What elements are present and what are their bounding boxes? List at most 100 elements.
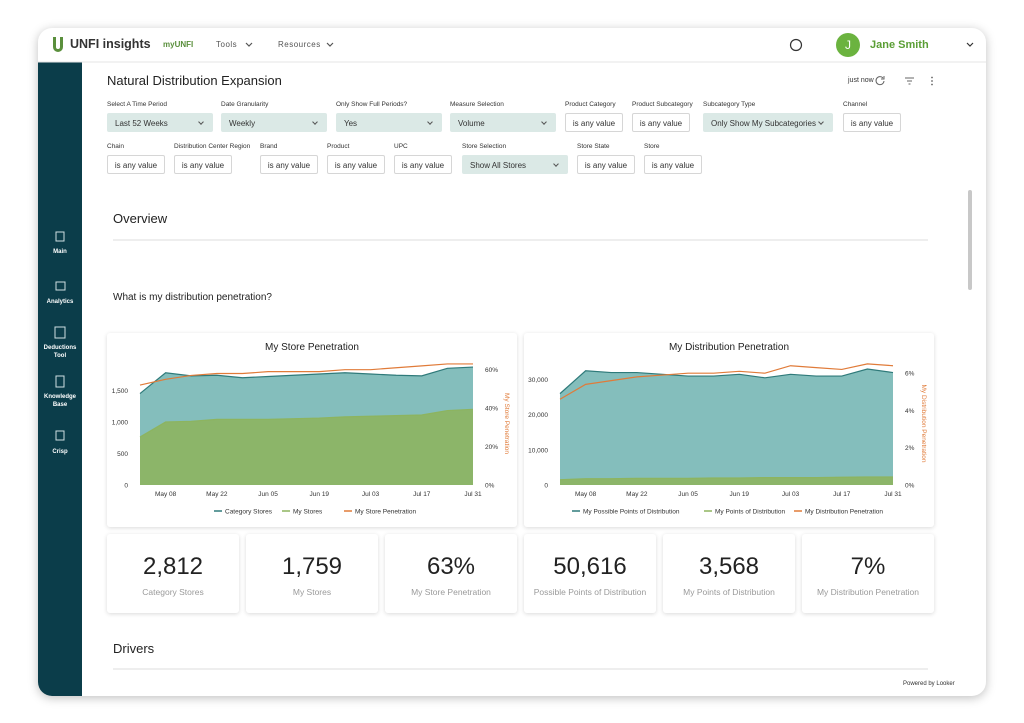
y-tick-label: 500 [117, 451, 128, 458]
refresh-icon[interactable] [875, 76, 885, 86]
legend-label: My Store Penetration [355, 509, 416, 516]
filter-label: Product Category [565, 101, 616, 108]
legend-label: My Possible Points of Distribution [583, 509, 680, 516]
y-tick-label: 0 [124, 483, 128, 490]
y2-axis-label: My Store Penetration [503, 393, 510, 454]
filter-control[interactable]: Only Show My Subcategories [703, 113, 833, 132]
kpi-value: 7% [850, 553, 886, 580]
help-icon[interactable] [789, 38, 803, 52]
x-tick-label: Jun 05 [678, 491, 698, 498]
scrollbar[interactable] [968, 190, 972, 290]
area [560, 369, 893, 485]
y2-tick-label: 60% [485, 367, 498, 374]
x-tick-label: May 22 [626, 491, 648, 498]
filter-label: Store State [577, 143, 610, 150]
kpi-label: My Points of Distribution [683, 587, 775, 597]
kpi-label: My Distribution Penetration [816, 587, 920, 597]
filter-control[interactable]: is any value [577, 155, 635, 174]
kpi-value: 1,759 [281, 553, 343, 580]
sidebar-item[interactable]: Analytics [46, 299, 74, 305]
area [560, 476, 893, 485]
filter-label: Date Granularity [221, 101, 269, 108]
filter-control[interactable]: is any value [565, 113, 623, 132]
filter-control[interactable]: Yes [336, 113, 442, 132]
x-tick-label: May 08 [155, 491, 177, 498]
line [139, 366, 474, 395]
kpi-label: My Stores [292, 587, 332, 597]
y2-tick-label: 4% [905, 408, 915, 415]
sidebar-item[interactable]: Main [53, 249, 67, 255]
y2-tick-label: 20% [485, 444, 498, 451]
filter-control[interactable]: Last 52 Weeks [107, 113, 213, 132]
dashboard-title: Natural Distribution Expansion [107, 73, 282, 88]
kpi-card [107, 534, 239, 613]
kpi-label: Possible Points of Distribution [533, 587, 647, 597]
filter-control[interactable]: Volume [450, 113, 556, 132]
avatar[interactable] [836, 33, 860, 57]
line [139, 363, 473, 386]
line [139, 408, 474, 438]
nav-link[interactable]: myUNFI [163, 40, 194, 49]
y-tick-label: 30,000 [528, 377, 548, 384]
legend-label: My Distribution Penetration [805, 509, 883, 516]
chart-title: My Distribution Penetration [669, 342, 789, 353]
user-menu-chevron[interactable] [966, 42, 974, 47]
line [559, 363, 894, 400]
y-tick-label: 0 [544, 483, 548, 490]
legend-label: Category Stores [225, 509, 273, 516]
filter-label: Distribution Center Region [174, 143, 251, 150]
filter-label: Channel [843, 101, 868, 108]
x-tick-label: May 08 [575, 491, 597, 498]
filter-control[interactable]: is any value [107, 155, 165, 174]
logo-icon [53, 37, 63, 52]
filter-control[interactable]: is any value [632, 113, 690, 132]
y-tick-label: 10,000 [528, 447, 548, 454]
filter-label: Store Selection [462, 143, 507, 150]
area [140, 409, 473, 485]
filter-control[interactable]: is any value [644, 155, 702, 174]
x-tick-label: Jul 03 [782, 491, 800, 498]
filter-control[interactable]: is any value [327, 155, 385, 174]
nav-link[interactable]: Tools [216, 40, 238, 49]
filter-control[interactable]: is any value [394, 155, 452, 174]
filter-icon[interactable] [905, 77, 914, 85]
filter-label: Subcategory Type [703, 101, 756, 108]
kpi-label: Category Stores [142, 587, 204, 597]
kpi-card [524, 534, 656, 613]
kpi-value: 3,568 [698, 553, 760, 580]
chevron [245, 42, 253, 47]
kpi-card [663, 534, 795, 613]
y2-tick-label: 0% [905, 483, 915, 490]
section-title: Drivers [113, 641, 155, 656]
filter-label: Product [327, 143, 350, 150]
filter-control[interactable]: is any value [843, 113, 901, 132]
user-name: Jane Smith [870, 39, 929, 51]
filter-control[interactable]: is any value [260, 155, 318, 174]
filter-label: Store [644, 143, 660, 150]
chevron [326, 42, 334, 47]
filter-control[interactable]: is any value [174, 155, 232, 174]
sidebar-item[interactable]: Knowledge Base [43, 394, 76, 408]
sidebar-item[interactable]: Crisp [52, 449, 68, 455]
y2-tick-label: 40% [485, 406, 498, 413]
updated: just now [848, 77, 874, 84]
y-tick-label: 1,500 [112, 388, 129, 395]
more-icon[interactable] [931, 76, 933, 86]
section-title: Overview [113, 211, 168, 226]
filter-label: Measure Selection [450, 101, 504, 108]
x-tick-label: Jun 19 [310, 491, 330, 498]
x-tick-label: Jul 17 [413, 491, 431, 498]
x-tick-label: Jul 03 [362, 491, 380, 498]
avatar-initial: J [845, 38, 851, 52]
filter-control[interactable]: Weekly [221, 113, 327, 132]
legend-label: My Points of Distribution [715, 509, 785, 516]
nav-link[interactable]: Resources [278, 40, 321, 49]
filter-label: Brand [260, 143, 278, 150]
filter-label: Product Subcategory [632, 101, 693, 108]
sidebar-item[interactable]: Deductions Tool [43, 345, 77, 359]
filter-control[interactable]: Show All Stores [462, 155, 568, 174]
